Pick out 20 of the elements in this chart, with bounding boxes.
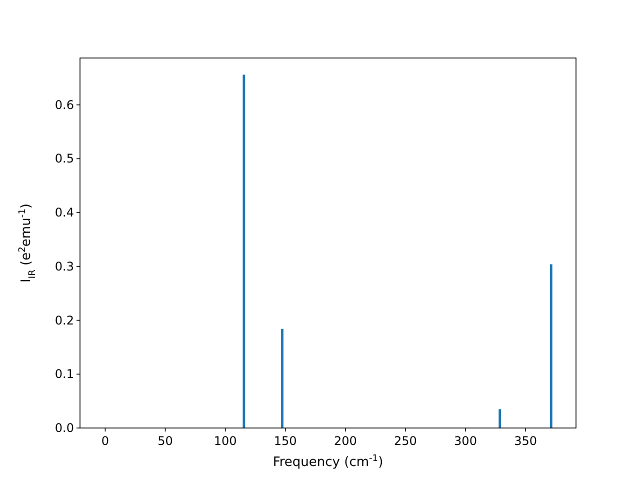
x-tick-label: 350	[514, 434, 538, 448]
x-tick-label: 150	[274, 434, 297, 448]
y-tick-label: 0.4	[54, 206, 74, 220]
x-axis-title: Frequency (cm$^{-1}$)	[272, 454, 384, 470]
y-tick-label: 0.2	[54, 313, 74, 328]
y-tick-label: 0.5	[54, 152, 74, 166]
x-tick-label: 0	[101, 434, 110, 448]
y-tick-label: 0.0	[54, 421, 74, 435]
y-tick-label: 0.1	[54, 367, 74, 382]
bar	[242, 74, 246, 428]
x-tick-label: 250	[394, 434, 417, 448]
y-tick-label: 0.3	[54, 259, 74, 274]
x-tick-label: 200	[334, 434, 357, 448]
x-tick-label: 100	[214, 434, 237, 448]
bar	[281, 328, 284, 428]
bar	[498, 409, 502, 428]
x-tick-label: 300	[454, 434, 477, 448]
y-tick-label: 0.6	[54, 98, 74, 112]
x-tick-label: 50	[158, 434, 173, 448]
bar	[550, 264, 552, 428]
